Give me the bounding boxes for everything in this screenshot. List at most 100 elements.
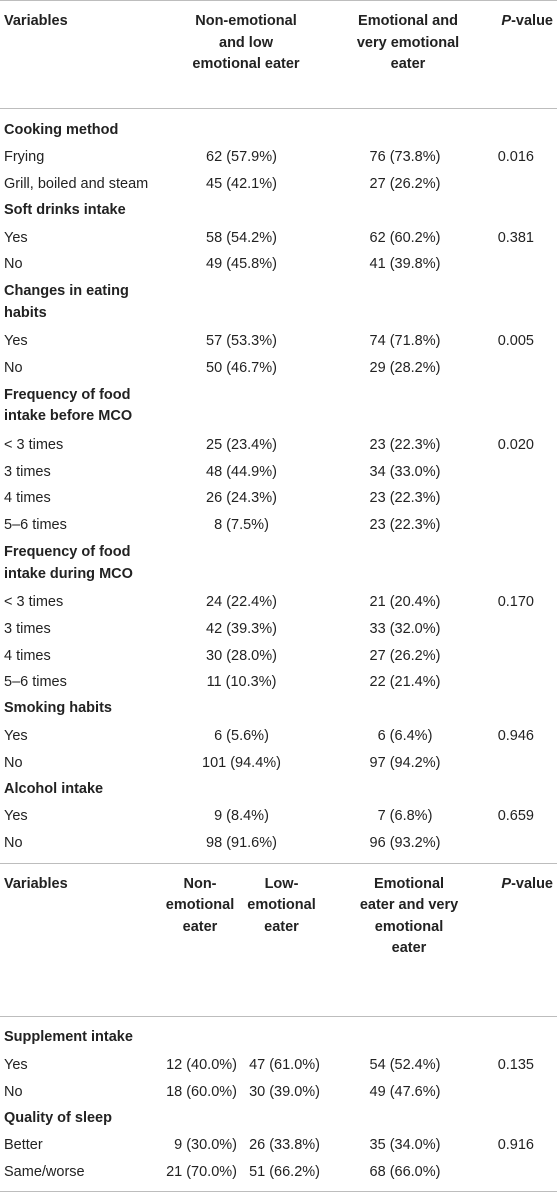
- cell-col1: 18 (60.0%): [166, 1083, 237, 1100]
- cell-p-value: 0.381: [497, 229, 534, 246]
- cell-p-value: 0.020: [497, 436, 534, 453]
- spacer-row: [0, 1016, 557, 1025]
- cell-col2: 30 (39.0%): [249, 1083, 320, 1100]
- row-label: No: [4, 1083, 23, 1100]
- cell-p-value: 0.659: [497, 808, 534, 825]
- empty-cell: [323, 197, 487, 224]
- row-label: 3 times: [4, 620, 51, 637]
- empty-cell: [487, 539, 557, 589]
- empty-cell: [240, 1105, 323, 1132]
- section-row: Frequency of food intake during MCO: [0, 539, 557, 589]
- empty-cell: [323, 278, 487, 328]
- header-col3: Emotional eater and very emotional eater: [359, 875, 459, 957]
- table-supplement-sleep: Variables Non-emotional eater Low-emotio…: [0, 862, 557, 1192]
- table-row: No 18 (60.0%) 30 (39.0%) 49 (47.6%): [0, 1078, 557, 1105]
- table-row: Yes 12 (40.0%) 47 (61.0%) 54 (52.4%) 0.135: [0, 1051, 557, 1078]
- section-title: Frequency of food intake during MCO: [4, 544, 133, 582]
- row-label: Same/worse: [4, 1163, 85, 1180]
- row-label: No: [4, 754, 23, 771]
- section-title: Soft drinks intake: [4, 202, 126, 219]
- cell-col1: 101 (94.4%): [202, 754, 281, 771]
- row-label: 3 times: [4, 463, 51, 480]
- section-row: Frequency of food intake before MCO: [0, 381, 557, 431]
- cell-col2: 29 (28.2%): [369, 359, 441, 376]
- cell-p-value: [487, 171, 557, 198]
- cell-p-value: [487, 669, 557, 696]
- cell-col1: 26 (24.3%): [206, 490, 277, 507]
- section-title: Supplement intake: [4, 1029, 133, 1046]
- empty-cell: [160, 381, 323, 431]
- section-title: Quality of sleep: [4, 1109, 112, 1126]
- empty-cell: [160, 1105, 240, 1132]
- table-row: 4 times 30 (28.0%) 27 (26.2%): [0, 642, 557, 669]
- spacer-cell: [0, 1185, 160, 1192]
- spacer-row: [0, 1185, 557, 1192]
- table-row: 5–6 times 11 (10.3%) 22 (21.4%): [0, 669, 557, 696]
- cell-col1: 9 (8.4%): [214, 808, 269, 825]
- section-row: Soft drinks intake: [0, 197, 557, 224]
- cell-col2: 7 (6.8%): [377, 808, 433, 825]
- section-title: Changes in eating habits: [4, 283, 129, 321]
- cell-p-value: [487, 642, 557, 669]
- empty-cell: [323, 539, 487, 589]
- cell-col1: 42 (39.3%): [206, 620, 277, 637]
- header-variables: Variables: [4, 13, 68, 29]
- cell-p-value: [487, 251, 557, 278]
- section-title: Frequency of food intake before MCO: [4, 386, 133, 425]
- header-p-value: P-value: [501, 875, 553, 892]
- empty-cell: [487, 1105, 557, 1132]
- table-row: No 98 (91.6%) 96 (93.2%): [0, 830, 557, 857]
- table-row: Frying 62 (57.9%) 76 (73.8%) 0.016: [0, 144, 557, 171]
- cell-p-value: [487, 355, 557, 382]
- cell-p-value: 0.916: [497, 1137, 534, 1154]
- cell-col3: 35 (34.0%): [369, 1137, 441, 1154]
- row-label: 5–6 times: [4, 517, 67, 534]
- cell-col2: 74 (71.8%): [369, 333, 441, 350]
- spacer-row: [0, 109, 557, 118]
- row-label: Yes: [4, 808, 28, 825]
- cell-col1: 57 (53.3%): [206, 333, 277, 350]
- empty-cell: [160, 539, 323, 589]
- table-row: Yes 6 (5.6%) 6 (6.4%) 0.946: [0, 723, 557, 750]
- row-label: < 3 times: [4, 436, 64, 453]
- row-label: Yes: [4, 1056, 28, 1073]
- section-title: Smoking habits: [4, 700, 112, 717]
- cell-col2: 23 (22.3%): [369, 517, 441, 534]
- section-title: Alcohol intake: [4, 780, 104, 797]
- cell-p-value: [487, 485, 557, 512]
- row-label: No: [4, 256, 23, 273]
- row-label: Yes: [4, 229, 28, 246]
- empty-cell: [160, 776, 323, 803]
- empty-cell: [160, 197, 323, 224]
- cell-col1: 49 (45.8%): [206, 256, 277, 273]
- row-label: 4 times: [4, 490, 51, 507]
- row-label: < 3 times: [4, 593, 64, 610]
- cell-col2: 96 (93.2%): [369, 835, 441, 852]
- row-label: Grill, boiled and steam: [4, 175, 149, 192]
- empty-cell: [487, 278, 557, 328]
- cell-p-value: [487, 512, 557, 539]
- table-row: 3 times 42 (39.3%) 33 (32.0%): [0, 615, 557, 642]
- cell-p-value: [487, 1078, 557, 1105]
- section-row: Cooking method: [0, 117, 557, 144]
- empty-cell: [487, 776, 557, 803]
- header-col1: Non-emotional and low emotional eater: [192, 13, 300, 72]
- cell-col2: 22 (21.4%): [369, 674, 441, 691]
- cell-col2: 27 (26.2%): [369, 175, 441, 192]
- cell-col2: 62 (60.2%): [369, 229, 441, 246]
- empty-cell: [240, 1025, 323, 1052]
- cell-col1: 6 (5.6%): [214, 727, 269, 744]
- empty-cell: [160, 117, 323, 144]
- cell-col1: 8 (7.5%): [214, 517, 269, 534]
- section-row: Supplement intake: [0, 1025, 557, 1052]
- table-row: < 3 times 24 (22.4%) 21 (20.4%) 0.170: [0, 589, 557, 616]
- empty-cell: [160, 278, 323, 328]
- row-label: Frying: [4, 149, 45, 166]
- table-row: 5–6 times 8 (7.5%) 23 (22.3%): [0, 512, 557, 539]
- empty-cell: [487, 381, 557, 431]
- cell-col1: 48 (44.9%): [206, 463, 277, 480]
- table-row: < 3 times 25 (23.4%) 23 (22.3%) 0.020: [0, 431, 557, 458]
- header-col2: Low-emotional eater: [247, 875, 316, 935]
- section-title: Cooking method: [4, 121, 119, 138]
